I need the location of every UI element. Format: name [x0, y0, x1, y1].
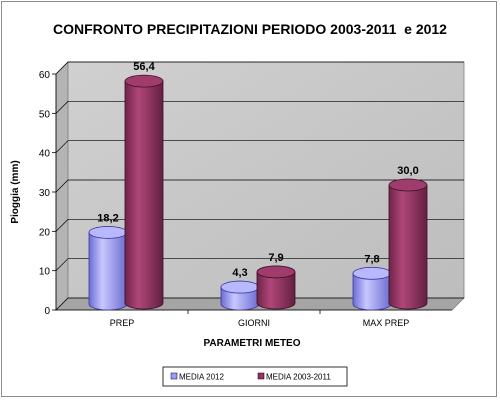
data-labels: 18,2 56,4 4,3 7,9 7,8 30,0	[97, 61, 418, 279]
data-label: 7,8	[364, 253, 379, 265]
bar-top	[124, 74, 164, 88]
data-label: 30,0	[397, 165, 418, 177]
y-tick-label: 60	[39, 70, 51, 81]
y-tick-label: 0	[44, 306, 50, 317]
data-label: 56,4	[133, 61, 155, 73]
gridline	[55, 140, 464, 153]
data-label: 7,9	[268, 252, 283, 264]
gridline	[55, 297, 464, 311]
legend-label: MEDIA 2003-2011	[266, 373, 331, 382]
data-label: 18,2	[97, 212, 118, 224]
gridlines	[55, 61, 464, 311]
bar-top	[88, 226, 128, 239]
y-tick-label: 40	[39, 149, 51, 160]
bar-top	[352, 266, 392, 280]
y-axis-title: Pioggia (mm)	[10, 160, 21, 223]
legend-box	[162, 366, 348, 387]
bar	[388, 184, 428, 310]
gridline	[55, 258, 464, 271]
legend-swatch	[170, 372, 178, 380]
x-tick-label: MAX PREP	[363, 318, 410, 328]
gridline	[55, 218, 464, 232]
x-tick-label: GIORNI	[238, 318, 270, 328]
legend: MEDIA 2012 MEDIA 2003-2011	[162, 366, 348, 387]
data-label: 4,3	[232, 267, 247, 279]
y-tick-label: 30	[39, 188, 51, 199]
x-tick-label: PREP	[110, 318, 135, 328]
y-tick-label: 50	[39, 109, 51, 120]
bar	[124, 80, 164, 310]
legend-swatch	[257, 372, 265, 380]
y-tick-label: 10	[39, 267, 51, 278]
gridline	[55, 179, 464, 193]
bars	[88, 74, 428, 311]
gridline	[55, 100, 464, 114]
bar	[88, 232, 128, 311]
chart-title: CONFRONTO PRECIPITAZIONI PERIODO 2003-20…	[53, 21, 447, 37]
y-tick-label: 20	[39, 227, 51, 238]
bar-top	[256, 265, 296, 279]
x-axis-title: PARAMETRI METEO	[203, 338, 300, 349]
y-axis-ticks: 0 10 20 30 40 50 60	[39, 70, 452, 317]
gridline	[55, 61, 464, 75]
x-axis-ticks: PREP GIORNI MAX PREP	[110, 310, 410, 328]
bar-top	[388, 178, 428, 192]
bar-top	[220, 280, 260, 294]
legend-label: MEDIA 2012	[179, 373, 224, 382]
bar	[256, 271, 296, 310]
